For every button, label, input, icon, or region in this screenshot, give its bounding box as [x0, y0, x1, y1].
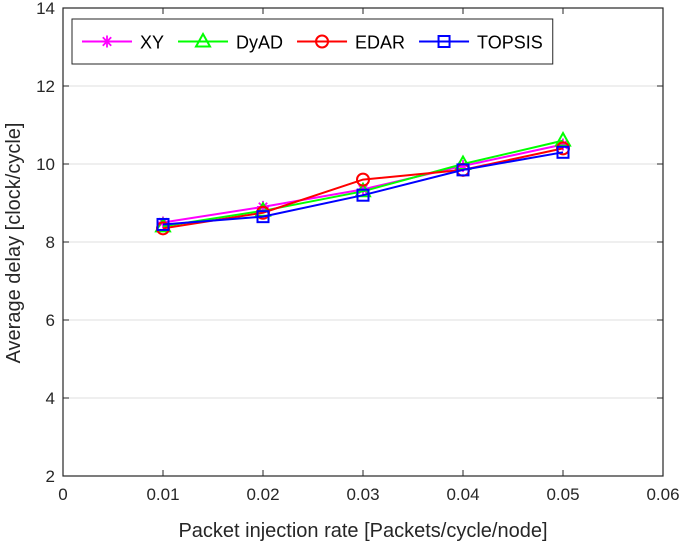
series-line [162, 151, 564, 226]
y-tick-label: 14 [36, 0, 55, 18]
x-tick-label: 0.03 [346, 485, 379, 504]
data-point [556, 145, 570, 159]
axes: 2 4 6 8 10 12 14 0 0.01 0.02 0.03 0.04 0.05 0.06 [36, 0, 679, 504]
data-point [156, 217, 170, 231]
y-tick-label: 8 [46, 233, 55, 252]
series-line [162, 139, 564, 228]
legend-label: XY [140, 33, 164, 53]
data-point [101, 35, 113, 48]
data-point-stroke [102, 36, 112, 47]
x-tick-label: 0.04 [446, 485, 479, 504]
x-tick-label: 0.05 [546, 485, 579, 504]
y-tick-label: 4 [46, 389, 55, 408]
series-line [162, 147, 564, 230]
data-point [356, 188, 370, 202]
legend-label: DyAD [236, 33, 283, 53]
data-point [437, 35, 451, 48]
grid-lines [63, 85, 663, 399]
x-tick-label: 0 [58, 485, 67, 504]
x-axis-label: Packet injection rate [Packets/cycle/nod… [178, 520, 547, 542]
legend-item: DyAD [178, 31, 283, 53]
legend-label: EDAR [355, 33, 405, 53]
y-tick-label: 6 [46, 311, 55, 330]
legend-item: XY [82, 33, 164, 53]
data-point [356, 172, 370, 187]
legend: XY DyAD EDAR TOPSIS [71, 18, 554, 65]
y-tick-label: 12 [36, 77, 55, 96]
y-axis-label: Average delay [clock/cycle] [3, 123, 25, 364]
data-point [194, 31, 212, 48]
data-point [456, 163, 470, 177]
x-tick-label: 0.06 [646, 485, 679, 504]
y-tick-label: 10 [36, 155, 55, 174]
x-tick-label: 0.02 [246, 485, 279, 504]
data-point [554, 131, 572, 147]
y-tick-label: 2 [46, 467, 55, 486]
legend-item: EDAR [297, 33, 405, 53]
data-point [256, 210, 270, 224]
series-topsis [156, 145, 570, 231]
legend-item: TOPSIS [419, 33, 543, 53]
x-tick-label: 0.01 [146, 485, 179, 504]
legend-label: TOPSIS [477, 33, 543, 53]
data-series [154, 131, 572, 236]
plot-frame [62, 7, 664, 477]
data-point [315, 34, 330, 49]
